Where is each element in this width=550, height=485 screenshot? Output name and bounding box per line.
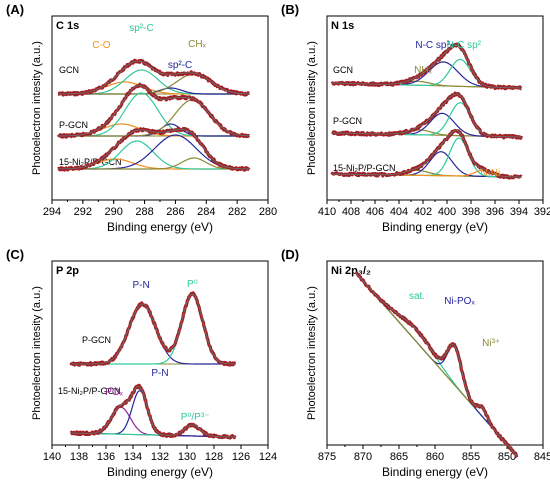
y-axis-label: Photoelectron intesity (a.u.) xyxy=(306,286,318,420)
fit-envelope xyxy=(331,93,522,138)
fit-component xyxy=(58,157,250,170)
x-tick-label: 392 xyxy=(534,206,550,218)
peak-label: P-N xyxy=(151,368,168,379)
x-tick-label: 294 xyxy=(43,206,61,218)
core-level-label: N 1s xyxy=(331,20,354,32)
sample-label: 15-Ni₂P/P-GCN xyxy=(58,386,121,396)
x-tick-label: 404 xyxy=(390,206,408,218)
x-tick-label: 128 xyxy=(205,451,223,463)
fit-envelope xyxy=(355,272,518,457)
x-tick-label: 406 xyxy=(366,206,384,218)
x-tick-label: 132 xyxy=(151,451,169,463)
x-tick-label: 865 xyxy=(390,451,408,463)
sample-label: 15-Ni₂P/P-GCN xyxy=(59,157,122,167)
y-axis-label: Photoelectron intesity (a.u.) xyxy=(31,286,43,420)
panel-label: (B) xyxy=(281,2,299,17)
x-tick-label: 410 xyxy=(318,206,336,218)
x-tick-label: 400 xyxy=(438,206,456,218)
sample-label: P-GCN xyxy=(59,120,88,130)
panel-label: (C) xyxy=(6,247,24,262)
panel-a: 294 292 290 288 286 284 282 280 Binding energy (… xyxy=(6,2,277,234)
core-level-label: P 2p xyxy=(56,265,79,277)
fit-envelope xyxy=(331,129,522,178)
core-level-label: Ni 2p₃/₂ xyxy=(331,265,371,277)
x-tick-label: 850 xyxy=(498,451,516,463)
peak-label: P⁰ xyxy=(187,279,198,290)
fit-component xyxy=(70,303,236,365)
sample-label: 15-Ni₂P/P-GCN xyxy=(333,163,396,173)
peak-label: N-Ni xyxy=(480,168,500,179)
x-tick-label: 280 xyxy=(259,206,277,218)
panel-b: 410 408 406 404 402 400 398 396 394 392 Binding en… xyxy=(281,2,550,234)
raw-data-line xyxy=(330,42,523,91)
x-tick-label: 398 xyxy=(462,206,480,218)
y-axis-label: Photoelectron intesity (a.u.) xyxy=(306,41,318,175)
x-tick-label: 138 xyxy=(70,451,88,463)
fit-envelope xyxy=(58,60,250,95)
x-tick-label: 290 xyxy=(105,206,123,218)
x-tick-label: 408 xyxy=(342,206,360,218)
panel-c: 140 138 136 134 132 130 128 126 124 Binding energ… xyxy=(6,247,277,479)
y-axis-label: Photoelectron intesity (a.u.) xyxy=(31,41,43,175)
sample-label: GCN xyxy=(59,65,79,75)
peak-label: POₓ xyxy=(105,387,123,398)
x-axis-label: Binding energy (eV) xyxy=(382,465,488,479)
x-tick-label: 394 xyxy=(510,206,528,218)
sample-label: P-GCN xyxy=(82,335,111,345)
peak-label: sp²-C xyxy=(129,23,153,34)
x-tick-label: 140 xyxy=(43,451,61,463)
raw-data-line xyxy=(57,58,251,97)
core-level-label: C 1s xyxy=(56,20,79,32)
x-tick-label: 845 xyxy=(534,451,550,463)
x-tick-label: 396 xyxy=(486,206,504,218)
x-tick-label: 136 xyxy=(97,451,115,463)
x-tick-label: 292 xyxy=(74,206,92,218)
x-tick-label: 855 xyxy=(462,451,480,463)
x-tick-label: 282 xyxy=(228,206,246,218)
peak-label: sp²-C xyxy=(168,60,192,71)
x-tick-label: 402 xyxy=(414,206,432,218)
peak-label: Ni-POₓ xyxy=(444,296,475,307)
x-tick-label: 284 xyxy=(197,206,215,218)
peak-label: N-C sp² xyxy=(447,40,482,51)
x-axis-label: Binding energy (eV) xyxy=(107,220,213,234)
raw-data-line xyxy=(69,291,237,367)
x-tick-label: 860 xyxy=(426,451,444,463)
peak-label: P⁰/P³⁻ xyxy=(181,412,210,423)
x-tick-label: 130 xyxy=(178,451,196,463)
fit-envelope xyxy=(331,44,522,89)
fit-envelope xyxy=(58,128,250,170)
fit-envelope xyxy=(70,293,236,365)
panel-label: (D) xyxy=(281,247,299,262)
sample-label: P-GCN xyxy=(333,116,362,126)
fit-envelope xyxy=(58,84,250,137)
peak-label: Ni³⁺ xyxy=(482,338,500,349)
x-tick-label: 126 xyxy=(232,451,250,463)
x-tick-label: 124 xyxy=(259,451,277,463)
raw-data-line xyxy=(330,128,523,180)
x-tick-label: 870 xyxy=(354,451,372,463)
peak-label: P-N xyxy=(132,280,149,291)
sample-label: GCN xyxy=(333,65,353,75)
fit-component xyxy=(70,293,236,365)
peak-label: C-O xyxy=(92,40,111,51)
peak-label: N-C sp³ xyxy=(415,40,450,51)
plot-frame xyxy=(51,15,269,201)
x-axis-label: Binding energy (eV) xyxy=(382,220,488,234)
x-tick-label: 286 xyxy=(166,206,184,218)
fit-envelope xyxy=(70,385,236,438)
peak-label: NHₓ xyxy=(414,65,432,76)
peak-label: sat. xyxy=(409,291,425,302)
x-tick-label: 288 xyxy=(135,206,153,218)
x-axis-label: Binding energy (eV) xyxy=(107,465,213,479)
x-tick-label: 134 xyxy=(124,451,142,463)
peak-label: CHₓ xyxy=(188,39,206,50)
panel-label: (A) xyxy=(6,2,24,17)
x-tick-label: 875 xyxy=(318,451,336,463)
plot-frame xyxy=(51,260,269,446)
panel-d: 875 870 865 860 855 850 845 Binding energy (eV)… xyxy=(281,247,550,479)
